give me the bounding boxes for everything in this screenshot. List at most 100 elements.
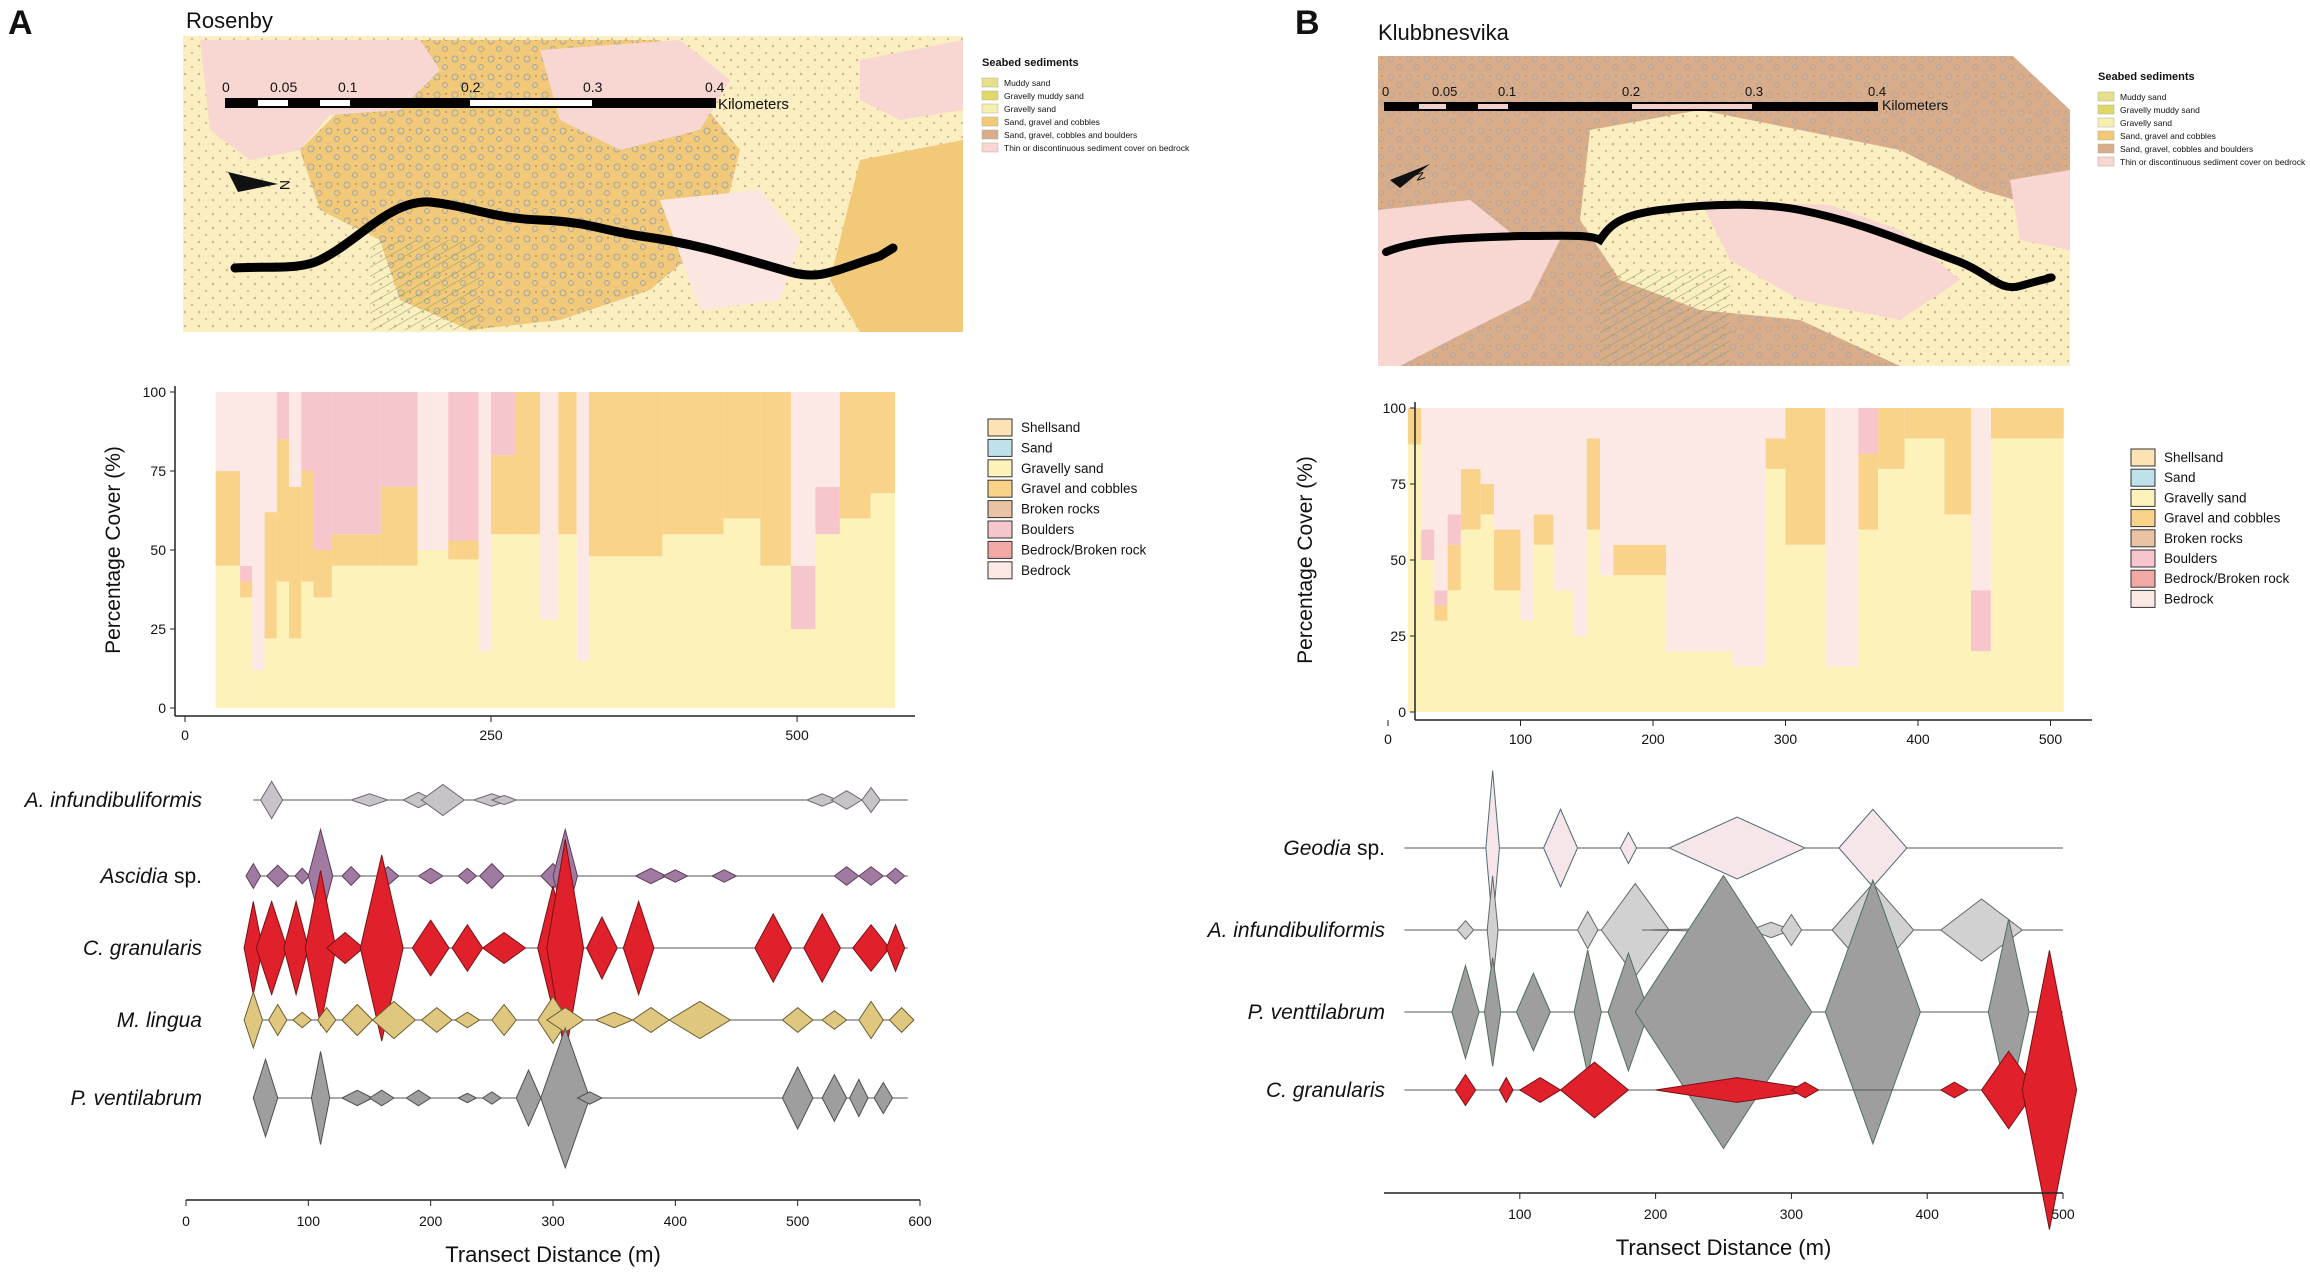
cover-legend-label: Boulders [1021,522,1075,537]
map-legend-swatch [981,90,999,101]
species-kite [341,1003,374,1037]
species-kite [885,923,906,973]
species-kite [830,790,863,810]
species-label: C. granularis [83,937,203,960]
north-letter: N [277,180,293,190]
scale-bar-segment [1419,104,1446,109]
x-tick-label: 600 [908,1213,932,1229]
species-kite [1667,816,1807,880]
species-kite [1576,910,1599,950]
cover-bar-segment [491,534,516,708]
cover-bar-segment [576,660,589,708]
site-title-b: Klubbnesvika [1378,20,1510,45]
cover-bar-segment [1553,590,1574,712]
species-kite [405,1089,432,1107]
species-kite [243,990,263,1050]
cover-legend-swatch [987,418,1013,437]
species-kite [515,1068,542,1128]
species-name-italic: M. lingua [117,1009,202,1032]
y-axis-title: Percentage Cover (%) [102,446,125,654]
scale-tick-label: 0 [222,79,230,95]
map-legend-swatch [2097,117,2115,128]
y-tick-label: 75 [150,463,166,479]
map-legend-label: Sand, gravel, cobbles and boulders [2120,144,2253,154]
species-kite [861,786,881,814]
map-legend-swatch [981,129,999,140]
cover-legend-swatch [987,438,1013,457]
map-b-bedrock-zone-3 [2010,170,2070,250]
map-a-transect-line [230,197,898,280]
cover-legend-label: Gravelly sand [1021,461,1104,476]
species-kite [781,1065,814,1131]
cover-chart-a: 0 25 50 75 100 0 250 500 Percentage Cover (%) She… [102,384,1147,743]
cover-bar-segment [1944,514,1971,712]
species-kite [341,865,362,887]
x-tick-label: 500 [786,1213,810,1229]
species-kite [491,1003,517,1037]
cover-bar-segment [1765,408,1786,439]
cover-bar-segment [1858,529,1879,712]
species-name-suffix: sp. [1351,837,1385,860]
species-kite [283,899,309,997]
scale-bar-segment [1632,104,1752,109]
species-chart-b: Geodia sp. A. infundibuliformis P. venttil… [1206,770,2078,1260]
cover-bar-segment [1586,408,1600,439]
map-legend-swatch [2097,143,2115,154]
x-tick-label: 500 [2039,731,2063,747]
cover-bar-segment [1600,575,1614,712]
cover-bar-segment [1494,408,1521,530]
map-legend-label: Muddy sand [2120,92,2167,102]
species-kite [634,867,668,885]
species-kite [1483,957,1502,1067]
cover-bar-segment [1533,544,1554,712]
species-kite [852,923,891,973]
map-legend-label: Muddy sand [1004,78,1051,88]
cover-legend-label: Shellsand [1021,420,1080,435]
map-legend-label: Sand, gravel and cobbles [2120,131,2216,141]
cover-bar-segment [1613,575,1667,712]
cover-bar-segment [417,550,449,708]
species-label: Geodia sp. [1283,837,1385,860]
species-kite [858,1000,884,1040]
site-title-a: Rosenby [186,8,273,33]
cover-bar-segment [790,565,816,629]
species-kite [1939,898,2024,962]
cover-bar-segment [289,638,302,708]
cover-bar-segment [301,471,314,582]
cover-bar-segment [276,581,290,708]
cover-bar-segment [491,455,516,535]
panel-letter-a: A [8,4,33,42]
north-arrow-shape [1390,164,1430,188]
cover-bar-segment [558,392,577,535]
map-legend-swatch [2097,91,2115,102]
species-name-italic: A. infundibuliformis [23,789,203,812]
panel-letter-b: B [1295,4,1320,42]
map-legend-title: Seabed sediments [982,57,1079,69]
species-kite [873,1081,894,1115]
cover-bar-segment [1944,408,1971,515]
cover-bar-segment [276,439,290,582]
map-legend-swatch [981,103,999,114]
cover-bar-segment [380,392,418,487]
cover-bar-segment [1785,408,1826,545]
map-legend-label: Gravelly sand [2120,118,2172,128]
cover-bar-segment [1971,408,1991,591]
north-arrow-a: N [228,172,293,192]
cover-bar-segment [1904,438,1945,712]
species-kite [821,1073,848,1123]
cover-bar-segment [815,392,840,487]
cover-bar-segment [662,392,724,535]
cover-bar-segment [240,392,253,566]
cover-bar-segment [264,512,277,639]
species-kite [1790,1081,1820,1099]
cover-legend-swatch [2130,448,2156,467]
cover-legend-swatch [987,500,1013,519]
cover-bar-segment [588,556,663,708]
cover-bar-segment [240,565,253,582]
cover-legend-label: Bedrock [2164,591,2214,606]
cover-bar-segment [558,534,577,708]
cover-bar-segment [215,565,241,708]
species-kite [754,912,793,984]
species-kite [292,1011,313,1029]
